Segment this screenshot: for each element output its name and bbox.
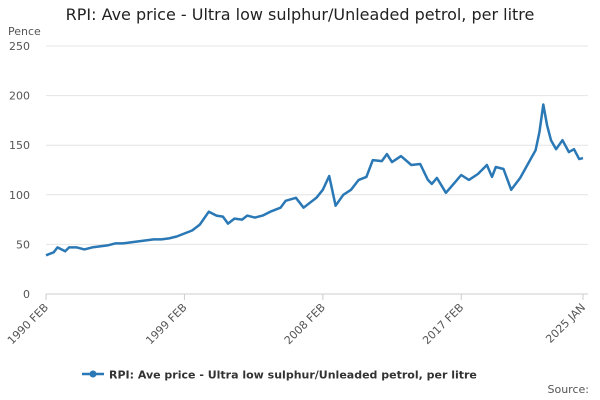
- y-tick-label: 200: [9, 90, 30, 103]
- y-tick-label: 0: [23, 288, 30, 301]
- chart-title: RPI: Ave price - Ultra low sulphur/Unlea…: [66, 5, 535, 24]
- x-tick-label: 2025 JAN: [543, 301, 588, 346]
- x-tick-label: 2017 FEB: [420, 301, 466, 347]
- y-tick-label: 150: [9, 139, 30, 152]
- legend-label: RPI: Ave price - Ultra low sulphur/Unlea…: [109, 369, 477, 382]
- y-tick-label: 100: [9, 189, 30, 202]
- x-tick-label: 1990 FEB: [5, 301, 51, 347]
- legend-marker: [89, 370, 97, 378]
- x-tick-label: 2008 FEB: [282, 301, 328, 347]
- y-axis-label: Pence: [8, 25, 41, 38]
- y-tick-label: 50: [16, 238, 30, 251]
- series-line: [45, 103, 584, 257]
- y-tick-label: 250: [9, 40, 30, 53]
- source: Source:: [548, 383, 590, 396]
- x-tick-label: 1999 FEB: [143, 301, 189, 347]
